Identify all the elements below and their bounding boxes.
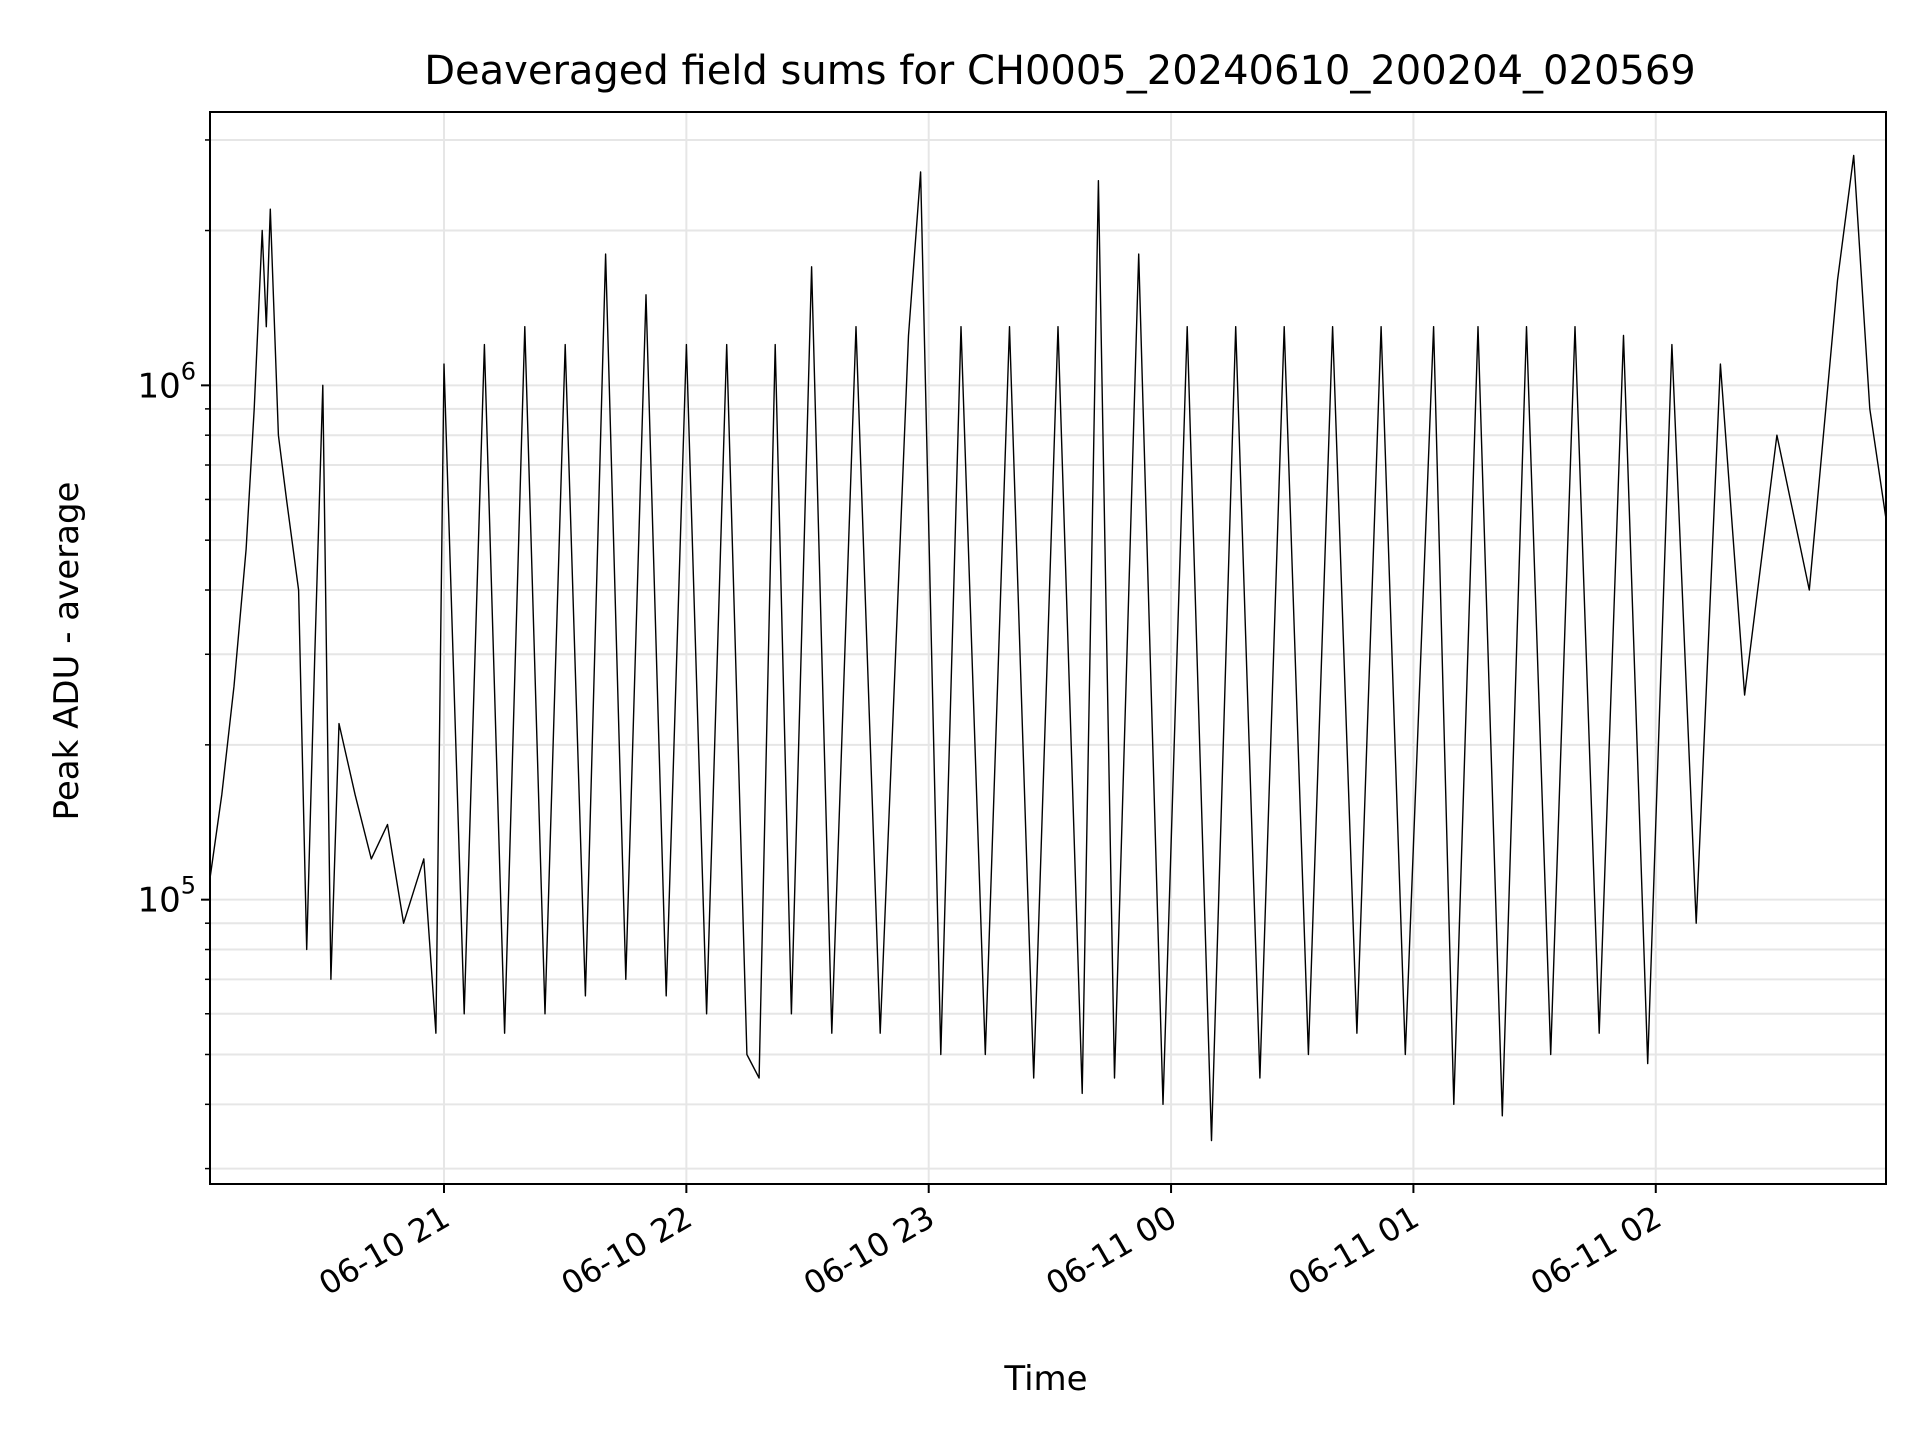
grid-layer: [210, 112, 1886, 1184]
y-tick-label-exponent: 5: [181, 872, 196, 900]
plot-frame: [209, 111, 1887, 1185]
x-axis-label: Time: [1003, 1359, 1087, 1399]
y-tick-label-exponent: 6: [181, 357, 196, 385]
y-axis-label: Peak ADU - average: [47, 482, 87, 821]
data-layer: [209, 154, 1887, 1142]
series-line: [209, 154, 1887, 1142]
chart-title: Deaveraged field sums for CH0005_2024061…: [424, 48, 1696, 94]
